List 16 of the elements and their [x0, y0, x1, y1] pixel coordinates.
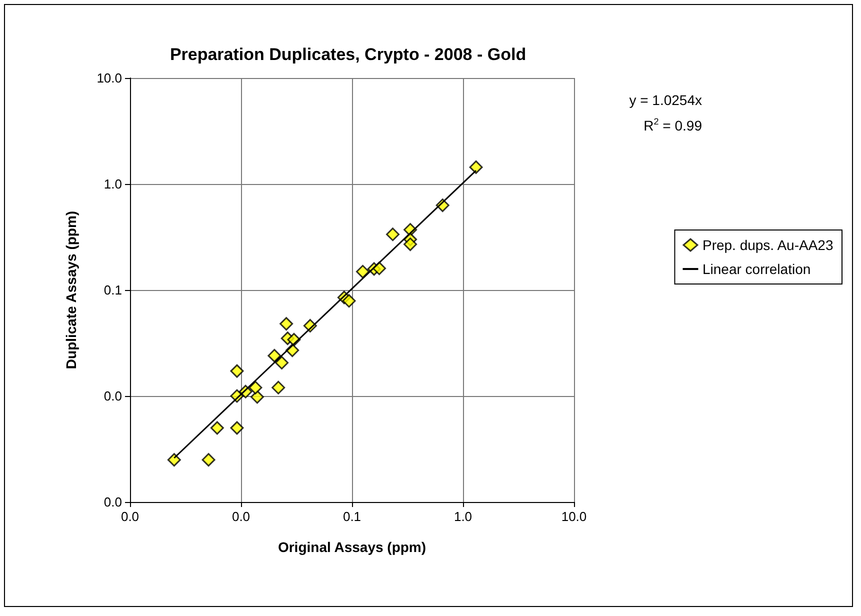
y-tick-label: 0.0 [104, 388, 122, 404]
legend-label: Linear correlation [702, 261, 811, 277]
y-tick-label: 1.0 [104, 176, 122, 192]
x-tick-label: 10.0 [561, 509, 587, 524]
x-tick-label: 0.0 [120, 509, 140, 524]
text: y = 1.0254x [629, 92, 702, 108]
y-tick-label: 0.1 [104, 282, 122, 298]
x-axis-title: Original Assays (ppm) [278, 539, 426, 555]
y-tick-label: 10.0 [96, 70, 122, 86]
y-tick-label: 0.0 [104, 494, 122, 510]
x-tick-label: 0.0 [232, 509, 250, 524]
x-tick-label: 0.1 [342, 509, 362, 524]
y-axis-title: Duplicate Assays (ppm) [63, 210, 79, 370]
legend-label: Prep. dups. Au-AA23 [702, 237, 834, 253]
x-tick-label: 1.0 [454, 509, 472, 524]
chart-title: Preparation Duplicates, Crypto - 2008 - Gold [170, 45, 526, 64]
